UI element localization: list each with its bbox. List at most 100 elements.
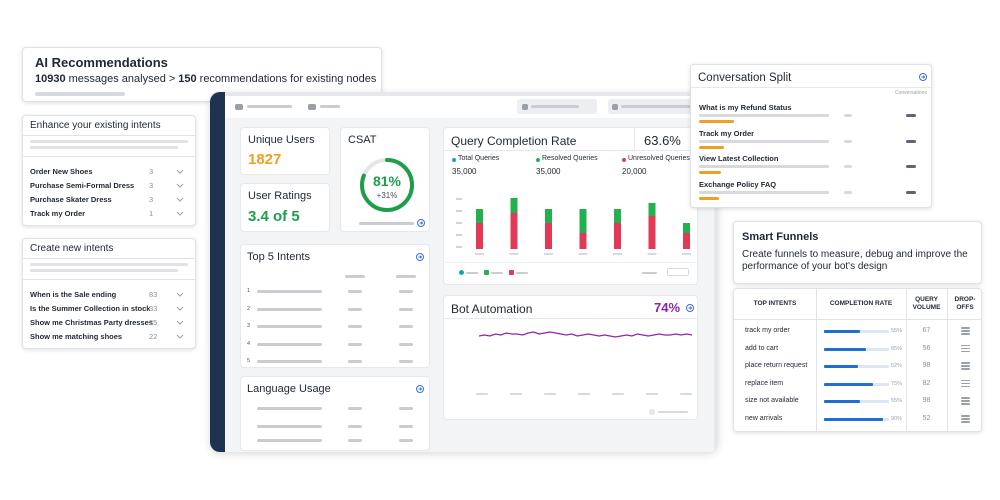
placeholder [396,275,416,278]
placeholder [466,272,478,274]
divider [23,135,195,136]
csat-value: 81% [372,173,402,189]
placeholder [544,393,556,395]
placeholder [844,165,852,168]
placeholder [359,222,414,225]
placeholder [399,407,413,410]
card-title: Language Usage [247,383,331,395]
create-intents-card: Create new intents When is the Sale endin… [22,238,196,349]
placeholder [699,196,719,200]
intent-name: Is the Summer Collection in stock [30,304,151,313]
metric-value: 1827 [248,151,282,168]
conversation-item: What is my Refund Status [699,103,792,112]
card-title: Create new intents [30,243,114,254]
conversation-item: Exchange Policy FAQ [699,179,777,189]
placeholder [961,382,970,385]
divider [634,128,635,150]
intent-count: 22 [149,332,158,341]
placeholder [699,171,721,174]
completion-bar [824,347,867,351]
card-title: Top 5 Intents [247,251,310,263]
divider [23,279,195,280]
placeholder [257,342,322,346]
bar-resolved [510,198,518,213]
placeholder [348,342,362,346]
query-volume: 56 [922,344,931,352]
divider [23,156,195,157]
placeholder [257,407,322,410]
completion-label: 65% [891,345,903,352]
legend-check [509,270,514,275]
placeholder [961,421,970,423]
column-header: QUERY VOLUME [912,296,941,311]
placeholder [320,105,340,108]
placeholder [257,290,322,293]
placeholder [961,385,970,388]
top-intents-card: Top 5 Intents 1 2 3 4 5 [240,244,430,368]
funnel-table: TOP INTENTS COMPLETION RATE QUERY VOLUME DR… [733,288,982,432]
placeholder [30,269,178,272]
summary: 10930 messages analysed >150 recommendatio… [35,73,376,85]
unique-users-card: Unique Users 1827 [240,127,330,175]
placeholder [30,140,188,143]
arrow-circle [416,253,424,261]
x-placeholder [578,253,588,255]
column-header: COMPLETION RATE [829,300,893,307]
placeholder [658,411,688,413]
placeholder [961,397,970,399]
placeholder [699,190,829,194]
chevron-icon [176,334,184,339]
query-volume: 67 [922,327,931,334]
divider [444,262,697,263]
bar-unresolved [614,223,621,249]
chevron-icon [176,211,184,216]
x-placeholder [509,253,519,255]
conversation-split-card: Conversation Split Conversations What is m… [690,64,932,208]
placeholder [30,263,188,266]
automation-line [478,331,693,338]
placeholder [961,415,970,417]
completion-bar [824,382,873,386]
completion-label: 75% [891,380,903,387]
arrow-circle [416,385,424,393]
arrow-path [419,221,424,225]
column-header: TOP INTENTS [753,300,797,307]
placeholder [844,139,852,143]
placeholder [646,393,658,395]
conversation-item: Track my Order [699,128,755,138]
placeholder [399,439,413,442]
placeholder [612,104,618,110]
completion-bar [824,400,860,404]
chevron-path [176,183,184,188]
summary-text: messages analysed > [68,73,176,85]
intent-count: 33 [149,304,158,313]
completion-label: 55% [891,398,903,405]
bar-resolved [476,209,483,223]
placeholder [399,342,413,346]
x-placeholder [475,253,484,255]
card-title: Smart Funnels [742,231,819,243]
placeholder [348,439,362,442]
placeholder [961,333,970,335]
recommendations-count: 150 [178,73,197,85]
placeholder [491,272,503,274]
intent-count: 3 [149,167,154,176]
chevron-icon [176,306,184,311]
metric-label: CSAT [348,134,377,146]
placeholder [699,120,734,123]
column-divider [906,289,907,431]
placeholder [906,139,916,143]
placeholder [308,104,316,110]
arrow-icon [416,385,424,393]
completion-bar [824,418,883,421]
card-title: Query Completion Rate [451,134,577,148]
rank: 5 [247,358,251,364]
arrow-icon [417,219,425,227]
placeholder [961,362,970,364]
placeholder [399,307,413,311]
column-header: DROP-OFFS [954,296,976,311]
axis-placeholder [456,198,462,200]
arrow-path [418,387,423,391]
axis-placeholder [456,222,462,224]
placeholder [510,393,522,395]
